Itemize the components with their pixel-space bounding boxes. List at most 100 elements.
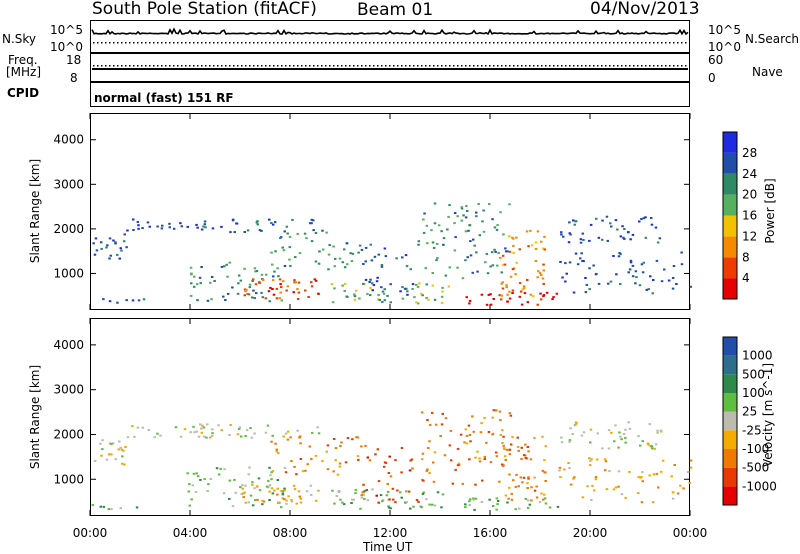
power-scatter-cell: [426, 242, 429, 245]
freq-dot: [173, 65, 175, 67]
power-scatter-cell: [277, 275, 280, 278]
power-scatter-cell: [251, 296, 254, 299]
velocity-scatter-cell: [574, 421, 578, 424]
velocity-scatter-cell: [444, 417, 448, 420]
velocity-scatter-cell: [530, 499, 533, 502]
power-scatter-cell: [584, 291, 588, 294]
power-scatter-cell: [582, 239, 585, 241]
power-scatter-cell: [95, 249, 99, 252]
power-scatter-cell: [539, 298, 543, 301]
velocity-scatter-cell: [449, 429, 453, 432]
velocity-scatter-cell: [479, 431, 483, 434]
power-scatter-cell: [442, 237, 446, 240]
freq-dot: [237, 65, 239, 67]
velocity-scatter-cell: [191, 484, 194, 487]
noise-search-dot: [133, 42, 135, 44]
power-scatter-cell: [454, 236, 457, 239]
velocity-scatter-cell: [461, 482, 464, 485]
freq-dot: [489, 65, 491, 67]
power-scatter-cell: [444, 274, 448, 277]
velocity-scatter-cell: [337, 489, 341, 492]
velocity-scatter-cell: [533, 437, 536, 439]
power-scatter-cell: [288, 246, 292, 249]
power-scatter-cell: [189, 294, 193, 297]
velocity-scatter-cell: [228, 479, 231, 482]
freq-dot: [113, 65, 115, 67]
noise-panel: [90, 20, 690, 53]
velocity-scatter-cell: [657, 486, 660, 489]
velocity-scatter-cell: [451, 482, 455, 485]
velocity-scatter-cell: [249, 494, 253, 497]
velocity-colorbar-label: Velocity [m s^-1]: [761, 362, 775, 467]
velocity-scatter-cell: [310, 431, 314, 434]
velocity-scatter-cell: [135, 506, 139, 509]
power-scatter-cell: [369, 294, 372, 297]
power-scatter-cell: [495, 228, 499, 231]
velocity-scatter-cell: [407, 490, 411, 493]
power-scatter-cell: [282, 280, 285, 283]
power-scatter-cell: [634, 282, 637, 285]
power-scatter-cell: [689, 285, 692, 288]
noise-search-dot: [429, 42, 431, 44]
power-scatter-cell: [203, 223, 207, 226]
power-scatter-cell: [279, 291, 282, 294]
power-scatter-cell: [254, 270, 257, 273]
noise-search-dot: [305, 42, 307, 44]
power-scatter-cell: [116, 301, 119, 304]
velocity-scatter-cell: [245, 429, 249, 432]
velocity-scatter-cell: [605, 488, 609, 491]
velocity-scatter-cell: [688, 482, 691, 485]
power-scatter-cell: [468, 224, 471, 227]
velocity-scatter-cell: [614, 486, 618, 489]
velocity-scatter-cell: [189, 431, 192, 434]
velocity-scatter-cell: [601, 447, 604, 450]
power-scatter-cell: [330, 283, 334, 285]
noise-search-dot: [573, 42, 575, 44]
velocity-scatter-cell: [301, 470, 305, 473]
power-scatter-cell: [442, 243, 445, 246]
power-scatter-cell: [254, 283, 258, 286]
velocity-scatter-cell: [355, 436, 358, 439]
noise-search-dot: [397, 42, 399, 44]
velocity-scatter-cell: [295, 473, 298, 476]
power-scatter-cell: [471, 271, 474, 274]
velocity-scatter-cell: [620, 438, 623, 441]
velocity-scatter-cell: [217, 473, 221, 476]
power-scatter-cell: [484, 261, 487, 264]
velocity-scatter-cell: [400, 496, 403, 499]
velocity-scatter-cell: [362, 493, 365, 496]
freq-label: Freq.: [8, 53, 38, 67]
noise-search-dot: [433, 42, 435, 44]
velocity-scatter-cell: [454, 468, 457, 471]
velocity-scatter-cell: [188, 504, 191, 507]
velocity-scatter-cell: [510, 492, 513, 495]
noise-search-dot: [453, 42, 455, 44]
power-scatter-cell: [609, 222, 612, 225]
velocity-scatter-cell: [608, 470, 611, 473]
velocity-colorbar-tick-7: -1000: [742, 479, 777, 493]
velocity-scatter-cell: [440, 423, 444, 426]
velocity-scatter-cell: [568, 440, 571, 443]
power-scatter-cell: [353, 295, 357, 298]
power-scatter-cell: [313, 278, 317, 281]
power-scatter-cell: [321, 229, 324, 232]
velocity-scatter-cell: [560, 436, 563, 439]
velocity-scatter-cell: [409, 459, 412, 462]
noise-search-dot: [425, 42, 427, 44]
noise-search-dot: [541, 42, 543, 44]
power-scatter-cell: [377, 293, 380, 296]
freq-dot: [293, 65, 295, 67]
velocity-scatter-cell: [582, 431, 586, 434]
velocity-scatter-cell: [202, 426, 206, 429]
velocity-scatter-cell: [421, 452, 425, 455]
velocity-scatter-cell: [123, 463, 126, 466]
velocity-colorbar-tick-6: -500: [742, 461, 769, 475]
velocity-scatter-cell: [396, 489, 399, 492]
power-scatter-cell: [148, 225, 151, 228]
freq-dot: [565, 65, 567, 67]
power-scatter-cell: [440, 230, 443, 233]
noise-search-dot: [325, 42, 327, 44]
nsearch-label: N.Search: [745, 32, 800, 46]
velocity-scatter-cell: [340, 441, 343, 444]
nave-label: Nave: [752, 65, 783, 79]
